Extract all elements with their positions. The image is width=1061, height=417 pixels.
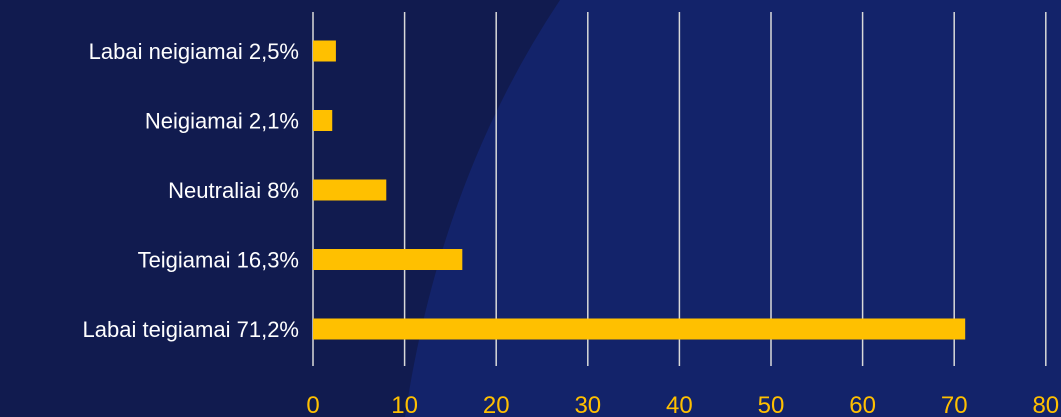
x-tick-label: 60 <box>849 392 876 417</box>
x-tick-label: 50 <box>758 392 785 417</box>
x-tick-label: 20 <box>483 392 510 417</box>
bar <box>313 249 463 270</box>
x-tick-label: 80 <box>1032 392 1059 417</box>
x-tick-label: 30 <box>574 392 601 417</box>
bar <box>313 318 966 340</box>
category-labels: Labai neigiamai 2,5% Neigiamai 2,1% Neutra… <box>83 39 299 342</box>
category-label: Neigiamai 2,1% <box>145 109 299 134</box>
background-decoration <box>405 0 1061 417</box>
bars <box>313 40 966 340</box>
x-tick-label: 40 <box>666 392 693 417</box>
category-label: Labai teigiamai 71,2% <box>83 317 299 342</box>
x-tick-label: 10 <box>391 392 418 417</box>
bar <box>313 110 333 131</box>
x-tick-label: 0 <box>306 392 319 417</box>
category-label: Teigiamai 16,3% <box>138 248 299 273</box>
x-tick-label: 70 <box>941 392 968 417</box>
category-label: Neutraliai 8% <box>168 178 299 203</box>
x-axis-tick-labels: 0 10 20 30 40 50 60 70 80 <box>306 392 1059 417</box>
category-label: Labai neigiamai 2,5% <box>89 39 299 64</box>
bar <box>313 179 387 201</box>
bar <box>313 40 336 62</box>
